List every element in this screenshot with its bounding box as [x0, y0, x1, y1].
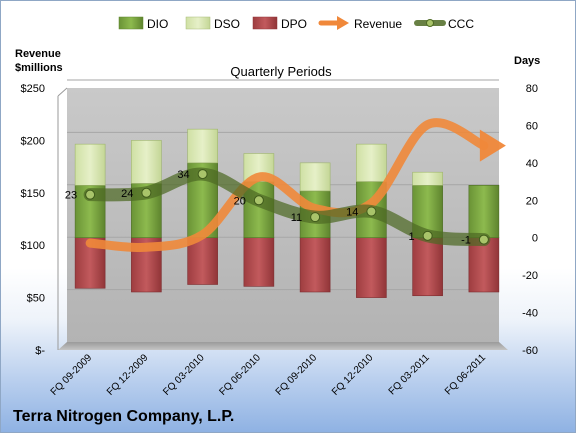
ccc-data-label: -1 [461, 235, 471, 247]
bar-dpo [412, 237, 443, 297]
bar-dso [356, 143, 387, 182]
legend-label-dio: DIO [147, 17, 168, 31]
bar-dpo [299, 237, 331, 293]
bar-dio [468, 185, 500, 239]
revenue-arrowhead [479, 129, 506, 162]
legend-item-dso: DSO [185, 16, 240, 31]
legend-swatch-dpo [252, 16, 278, 30]
left-tick-label: $50 [27, 293, 45, 305]
left-tick-label: $200 [21, 135, 45, 147]
ccc-point [253, 195, 264, 206]
plot-floor [58, 342, 508, 350]
legend-label-revenue: Revenue [354, 17, 402, 31]
right-axis-title: Days [514, 55, 540, 67]
ccc-data-label: 1 [409, 231, 415, 243]
bar-dpo [243, 237, 275, 287]
ccc-data-label: 11 [291, 212, 302, 224]
legend-marker-ccc [426, 19, 434, 27]
ccc-point [422, 230, 433, 241]
x-tick-label: FQ 09-2009 [49, 352, 95, 398]
bar-dpo [356, 237, 387, 298]
right-tick-label: 80 [526, 83, 538, 95]
x-tick-label: FQ 09-2010 [274, 352, 320, 398]
right-tick-label: 60 [526, 120, 538, 132]
legend-item-ccc: CCC [414, 17, 474, 31]
ccc-point [141, 187, 152, 198]
legend-item-dpo: DPO [252, 16, 307, 31]
left-tick-label: $250 [21, 83, 45, 95]
bar-dso [74, 143, 106, 186]
right-tick-label: -60 [522, 345, 538, 357]
company-name: Terra Nitrogen Company, L.P. [13, 408, 235, 425]
bar-dso [412, 171, 443, 186]
ccc-point [310, 212, 321, 223]
ccc-point [85, 189, 96, 200]
ccc-data-label: 20 [234, 195, 246, 207]
legend: DIO DSO DPO Revenue CCC [118, 16, 474, 31]
ccc-data-label: 14 [346, 207, 358, 219]
x-tick-label: FQ 03-2011 [387, 352, 432, 397]
revenue-line [85, 118, 489, 253]
left-tick-label: $100 [21, 240, 45, 252]
ccc-data-label: 24 [121, 188, 133, 200]
right-tick-label: 20 [526, 195, 538, 207]
bar-dso [187, 128, 218, 164]
series-lines: 23 24 34 20 11 14 1 -1 [65, 118, 506, 253]
bar-dpo [468, 237, 500, 293]
legend-swatch-dio [118, 16, 144, 30]
right-tick-label: 0 [532, 233, 538, 245]
left-axis-title-line2: $millions [15, 62, 63, 74]
legend-swatch-dso [185, 16, 211, 30]
legend-label-ccc: CCC [448, 17, 474, 31]
bar-dso [131, 140, 162, 184]
ccc-point [366, 206, 377, 217]
x-tick-label: FQ 06-2010 [217, 352, 263, 398]
legend-arrow-revenue-head [337, 16, 349, 30]
chart-title: Quarterly Periods [230, 64, 332, 79]
ccc-point [197, 169, 208, 180]
legend-label-dpo: DPO [281, 17, 307, 31]
right-tick-label: 40 [526, 158, 538, 170]
right-tick-label: -40 [522, 308, 538, 320]
legend-label-dso: DSO [214, 17, 240, 31]
left-axis-title-line1: Revenue [15, 48, 61, 60]
legend-item-revenue: Revenue [318, 16, 402, 31]
ccc-data-label: 34 [177, 169, 189, 181]
bar-dso [299, 162, 331, 192]
x-tick-label: FQ 12-2009 [105, 352, 151, 398]
legend-item-dio: DIO [118, 16, 168, 31]
left-tick-label: $150 [21, 188, 45, 200]
ccc-data-label: 23 [65, 190, 77, 202]
x-tick-label: FQ 12-2010 [330, 352, 376, 398]
x-tick-label: FQ 03-2010 [161, 352, 207, 398]
right-tick-label: -20 [522, 270, 538, 282]
ccc-point [478, 234, 489, 245]
plot-depth-edge [57, 87, 68, 97]
left-tick-label: $- [35, 345, 45, 357]
ccc-line [83, 167, 491, 247]
bar-dpo [187, 237, 218, 285]
x-tick-label: FQ 06-2011 [443, 352, 488, 397]
